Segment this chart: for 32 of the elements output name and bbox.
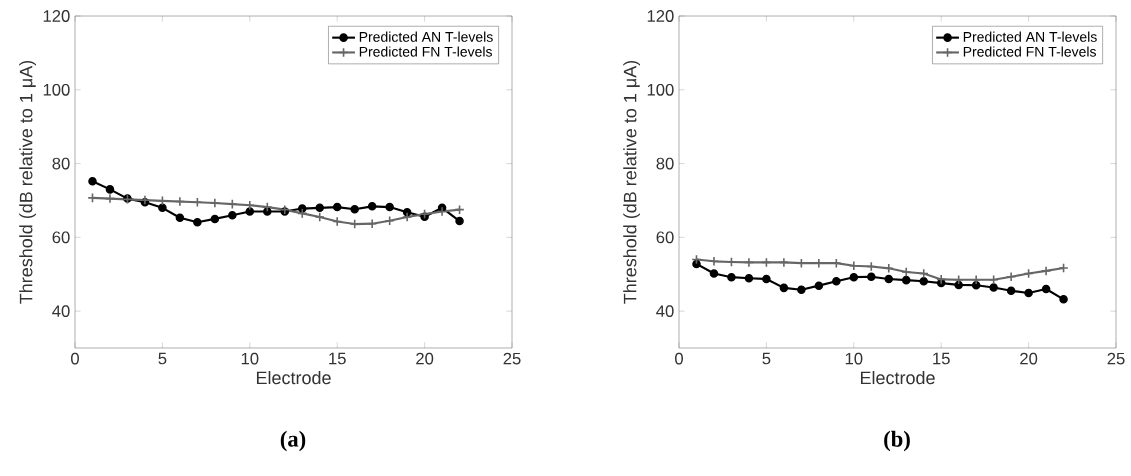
y-tick-label: 80	[656, 157, 674, 170]
y-axis-title: Threshold (dB relative to 1 μA)	[19, 60, 36, 304]
text: (b)	[884, 430, 910, 452]
y-tick-label: 40	[52, 305, 70, 318]
legend-label: Predicted AN T-levels	[963, 31, 1097, 42]
x-tick-label: 20	[416, 352, 434, 365]
legend-label: Predicted AN T-levels	[359, 31, 493, 42]
y-axis-title: Threshold (dB relative to 1 μA)	[623, 60, 640, 304]
y-tick-label: 60	[52, 231, 70, 244]
x-axis-title: Electrode	[860, 370, 935, 385]
x-tick-label: 20	[1020, 352, 1038, 365]
x-tick-label: 25	[503, 352, 521, 365]
y-tick-label: 120	[647, 10, 674, 22]
y-tick-label: 100	[647, 83, 674, 96]
x-tick-label: 0	[675, 352, 683, 365]
text: (a)	[280, 430, 306, 452]
x-tick-label: 10	[241, 352, 259, 365]
y-tick-label: 80	[52, 157, 70, 170]
x-tick-label: 10	[845, 352, 863, 365]
y-tick-label: 120	[43, 10, 70, 22]
x-tick-label: 5	[762, 352, 771, 365]
x-tick-label: 15	[329, 352, 346, 365]
legend-label: Predicted FN T-levels	[963, 46, 1096, 57]
y-tick-label: 100	[43, 83, 70, 96]
legend-label: Predicted FN T-levels	[359, 46, 492, 57]
x-tick-label: 15	[933, 352, 950, 365]
x-tick-label: 0	[71, 352, 79, 365]
x-tick-label: 5	[158, 352, 167, 365]
y-tick-label: 40	[656, 305, 674, 318]
x-tick-label: 25	[1107, 352, 1125, 365]
x-axis-title: Electrode	[256, 370, 331, 385]
y-tick-label: 60	[656, 231, 674, 244]
